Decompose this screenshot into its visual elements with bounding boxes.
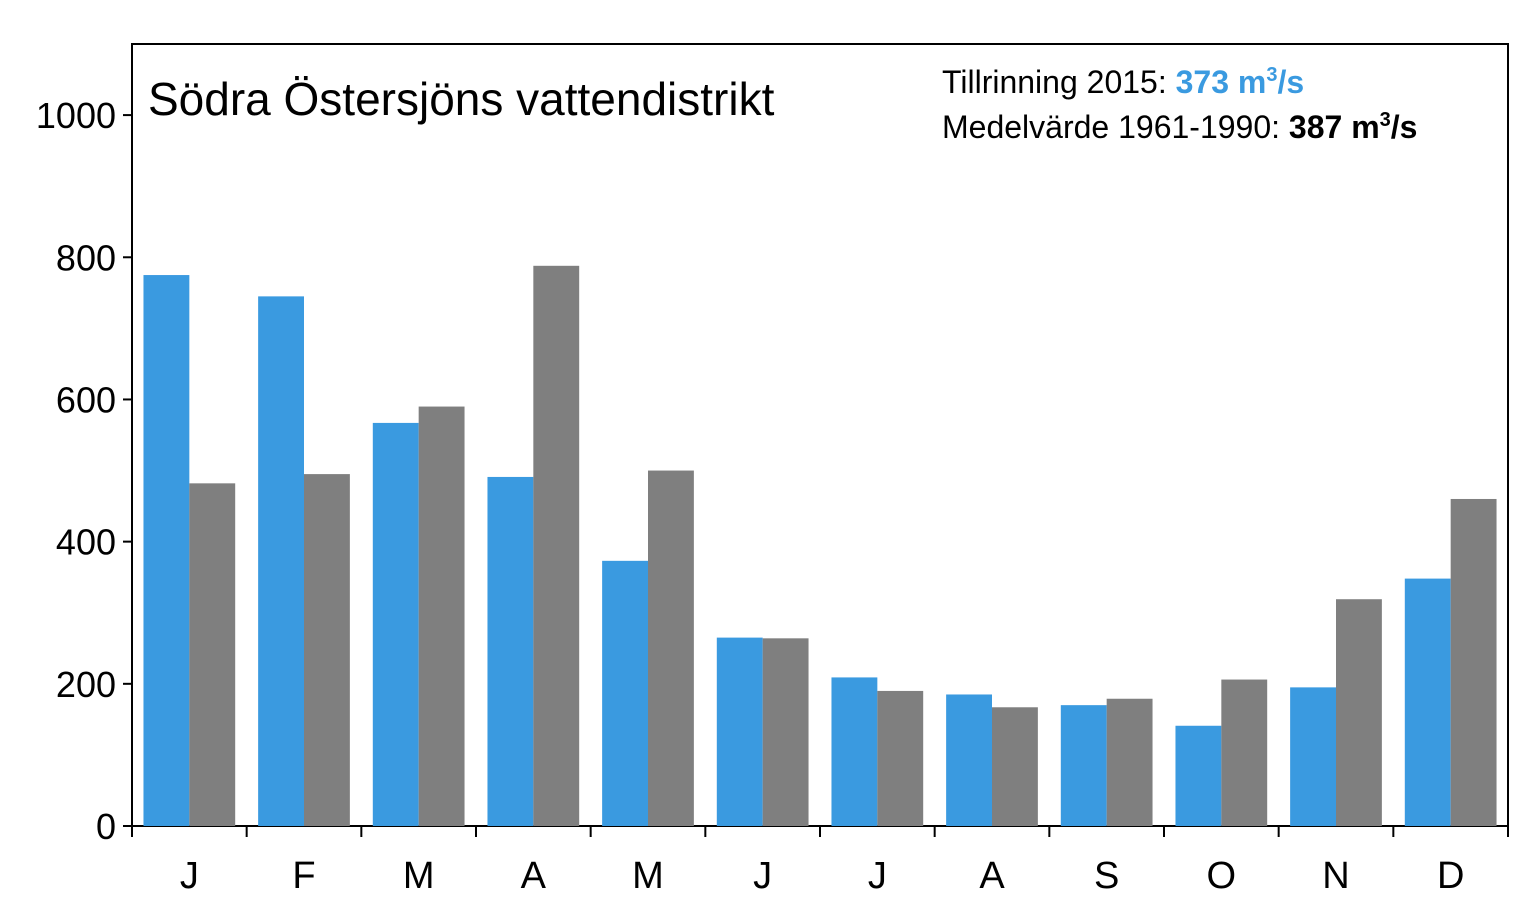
bar-series1-d-12 — [1404, 578, 1451, 826]
x-tick-label-n-11: N — [1322, 855, 1349, 897]
annotation-mean-value: 387 m — [1289, 109, 1380, 145]
x-tick-label-m-3: M — [403, 855, 435, 897]
x-tick-label-j-6: J — [753, 855, 772, 897]
bar-series1-n-11 — [1290, 687, 1336, 826]
x-tick-label-o-10: O — [1207, 855, 1237, 897]
y-tick-label: 400 — [56, 522, 116, 563]
bar-series2-j-7 — [877, 690, 924, 826]
bar-series2-f-2 — [304, 474, 350, 826]
x-tick-label-j-1: J — [180, 855, 199, 897]
annotation-inflow-unit: /s — [1277, 64, 1304, 100]
annotation-mean-unit: /s — [1391, 109, 1418, 145]
bar-series2-s-9 — [1106, 698, 1153, 826]
bar-series2-a-8 — [992, 707, 1038, 826]
y-tick-label: 800 — [56, 237, 116, 278]
annotation-mean-sup: 3 — [1380, 109, 1391, 131]
bar-series1-a-4 — [487, 476, 534, 826]
bar-series1-f-2 — [258, 296, 304, 826]
bar-series1-j-6 — [716, 637, 763, 826]
x-tick-label-m-5: M — [632, 855, 664, 897]
annotation-inflow-sup: 3 — [1266, 64, 1277, 86]
plot-frame — [131, 43, 1509, 827]
y-tick-label: 1000 — [36, 95, 116, 136]
bar-series1-a-8 — [946, 694, 992, 826]
bar-series1-s-9 — [1060, 705, 1107, 826]
y-tick-label: 0 — [96, 806, 116, 847]
annotation-mean-1961-1990: Medelvärde 1961-1990: 387 m3/s — [942, 109, 1417, 145]
bar-series2-j-6 — [762, 638, 809, 826]
bar-series1-o-10 — [1175, 725, 1222, 826]
bar-series2-n-11 — [1336, 599, 1382, 826]
x-tick-label-s-9: S — [1094, 855, 1119, 897]
bar-series2-d-12 — [1450, 498, 1497, 826]
bars-group — [143, 265, 1497, 826]
x-tick-label-j-7: J — [868, 855, 887, 897]
x-tick-label-a-4: A — [521, 855, 547, 897]
annotation-inflow-value: 373 m — [1176, 64, 1267, 100]
y-axis: 0 200 400 600 800 1000 — [36, 95, 132, 847]
bar-series2-m-5 — [648, 470, 694, 826]
bar-series1-m-3 — [372, 422, 419, 826]
annotation-mean-label: Medelvärde 1961-1990: — [942, 109, 1289, 145]
x-tick-label-d-12: D — [1437, 855, 1464, 897]
bar-series2-m-3 — [418, 406, 465, 826]
bar-series2-j-1 — [189, 483, 236, 826]
annotation-inflow-label: Tillrinning 2015: — [942, 64, 1176, 100]
x-tick-label-f-2: F — [292, 855, 315, 897]
bar-series1-j-7 — [831, 677, 878, 826]
y-tick-label: 200 — [56, 664, 116, 705]
bar-series2-a-4 — [533, 265, 580, 826]
bar-series1-m-5 — [602, 560, 648, 826]
bar-series1-j-1 — [143, 275, 190, 826]
annotation-inflow-2015: Tillrinning 2015: 373 m3/s — [942, 64, 1304, 100]
x-tick-label-a-8: A — [979, 855, 1005, 897]
bar-series2-o-10 — [1221, 679, 1268, 826]
y-tick-label: 600 — [56, 379, 116, 420]
chart-title: Södra Östersjöns vattendistrikt — [148, 73, 775, 125]
